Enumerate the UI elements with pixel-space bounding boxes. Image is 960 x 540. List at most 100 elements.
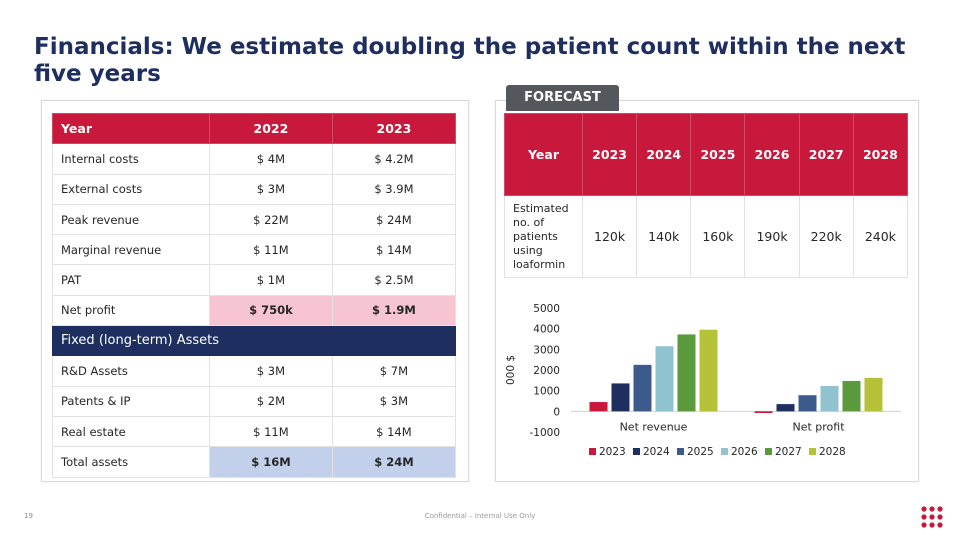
row-label: Peak revenue <box>52 203 210 236</box>
y-tick-label: 2000 <box>533 365 560 377</box>
forecast-row-label: Estimated no. of patients using loaformi… <box>504 195 583 278</box>
table-row: External costs $ 3M $ 3.9M <box>52 173 457 205</box>
row-value: $ 11M <box>209 415 333 448</box>
legend-label: 2027 <box>775 446 802 458</box>
revenue-profit-chart: 5000 4000 3000 2000 1000 0 -1000 000 $ Net reven… <box>505 303 901 458</box>
company-logo-icon <box>921 506 943 528</box>
row-value: $ 14M <box>331 234 457 266</box>
row-value-highlight: $ 1.9M <box>331 294 457 327</box>
legend-label: 2026 <box>731 446 758 458</box>
row-value: $ 3M <box>209 355 333 387</box>
table-row: R&D Assets $ 3M $ 7M <box>52 355 457 387</box>
financials-table: Year 2022 2023 Internal costs $ 4M $ 4.2… <box>52 112 457 478</box>
row-label: Real estate <box>52 415 210 448</box>
page-title: Financials: We estimate doubling the pat… <box>34 34 906 87</box>
row-label: External costs <box>52 173 210 205</box>
legend-label: 2028 <box>819 446 846 458</box>
legend-swatch <box>721 448 728 455</box>
forecast-header-label: Year <box>504 113 583 196</box>
row-value: $ 2M <box>209 385 333 417</box>
row-value: $ 3.9M <box>331 173 457 205</box>
forecast-year: 2025 <box>690 113 746 196</box>
header-col-2022: 2022 <box>209 112 333 145</box>
legend-label: 2024 <box>643 446 670 458</box>
bar-2023-net-revenue <box>589 402 608 412</box>
row-label: R&D Assets <box>52 355 210 387</box>
forecast-value: 220k <box>798 195 854 278</box>
table-row: Internal costs $ 4M $ 4.2M <box>52 143 457 175</box>
bar-2028-net-profit <box>864 377 883 412</box>
forecast-value: 140k <box>636 195 692 278</box>
row-value: $ 3M <box>209 173 333 205</box>
row-label: Marginal revenue <box>52 234 210 266</box>
legend-swatch <box>765 448 772 455</box>
row-value: $ 4.2M <box>331 143 457 175</box>
y-tick-label: 5000 <box>533 303 560 315</box>
table-row-total-assets: Total assets $ 16M $ 24M <box>52 446 457 478</box>
forecast-patients-row: Estimated no. of patients using loaformi… <box>504 195 909 278</box>
row-value-highlight: $ 750k <box>209 294 333 327</box>
y-tick-label: 0 <box>553 406 560 418</box>
table-row: Patents & IP $ 2M $ 3M <box>52 385 457 417</box>
bar-2028-net-revenue <box>699 329 718 412</box>
table-row: PAT $ 1M $ 2.5M <box>52 264 457 296</box>
forecast-badge: FORECAST <box>506 85 619 111</box>
forecast-year: 2026 <box>744 113 800 196</box>
table-row: Marginal revenue $ 11M $ 14M <box>52 234 457 266</box>
forecast-year: 2024 <box>636 113 692 196</box>
legend-swatch <box>677 448 684 455</box>
legend-swatch <box>633 448 640 455</box>
row-label: Patents & IP <box>52 385 210 417</box>
table-row-net-profit: Net profit $ 750k $ 1.9M <box>52 294 457 327</box>
y-tick-label: 3000 <box>533 344 560 356</box>
bar-2027-net-profit <box>842 380 861 412</box>
row-value: $ 14M <box>331 415 457 448</box>
forecast-value: 190k <box>744 195 800 278</box>
financials-panel: Year 2022 2023 Internal costs $ 4M $ 4.2… <box>41 100 469 482</box>
row-value: $ 1M <box>209 264 333 296</box>
forecast-year: 2027 <box>798 113 854 196</box>
legend-label: 2025 <box>687 446 714 458</box>
row-value-highlight: $ 16M <box>209 446 333 478</box>
bar-2023-net-profit <box>754 411 773 413</box>
bar-2026-net-profit <box>820 385 839 412</box>
table-row: Real estate $ 11M $ 14M <box>52 415 457 448</box>
header-year-label: Year <box>52 112 210 145</box>
row-value: $ 11M <box>209 234 333 266</box>
legend-label: 2023 <box>599 446 626 458</box>
row-value: $ 4M <box>209 143 333 175</box>
table-row: Peak revenue $ 22M $ 24M <box>52 203 457 236</box>
row-label: Net profit <box>52 294 210 327</box>
forecast-year: 2023 <box>581 113 638 196</box>
header-col-2023: 2023 <box>331 112 457 145</box>
category-label: Net profit <box>792 420 845 433</box>
category-label: Net revenue <box>620 420 688 433</box>
row-value: $ 22M <box>209 203 333 236</box>
row-value: $ 3M <box>331 385 457 417</box>
confidential-notice: Confidential – Internal Use Only <box>424 512 536 520</box>
forecast-panel: Year 2023 2024 2025 2026 2027 2028 Estim… <box>495 100 919 482</box>
legend-swatch <box>589 448 596 455</box>
row-value: $ 7M <box>331 355 457 387</box>
y-tick-label: 1000 <box>533 386 560 398</box>
table-header-row: Year 2022 2023 <box>52 112 457 145</box>
forecast-table: Year 2023 2024 2025 2026 2027 2028 Estim… <box>504 113 909 278</box>
bar-2027-net-revenue <box>677 334 696 412</box>
bar-2025-net-revenue <box>633 364 652 412</box>
forecast-year: 2028 <box>852 113 909 196</box>
page-number: 19 <box>24 512 33 520</box>
forecast-header-row: Year 2023 2024 2025 2026 2027 2028 <box>504 113 909 196</box>
y-axis-label: 000 $ <box>505 355 517 385</box>
row-label: Internal costs <box>52 143 210 175</box>
bar-2025-net-profit <box>798 395 817 412</box>
row-label: Total assets <box>52 446 210 478</box>
bar-2026-net-revenue <box>655 346 674 412</box>
legend-swatch <box>809 448 816 455</box>
bar-2024-net-revenue <box>611 383 630 412</box>
section-header-assets: Fixed (long-term) Assets <box>52 325 456 357</box>
bar-2024-net-profit <box>776 404 795 412</box>
row-value: $ 24M <box>331 203 457 236</box>
row-label: PAT <box>52 264 210 296</box>
y-tick-label: 4000 <box>533 324 560 336</box>
row-value-highlight: $ 24M <box>331 446 457 478</box>
